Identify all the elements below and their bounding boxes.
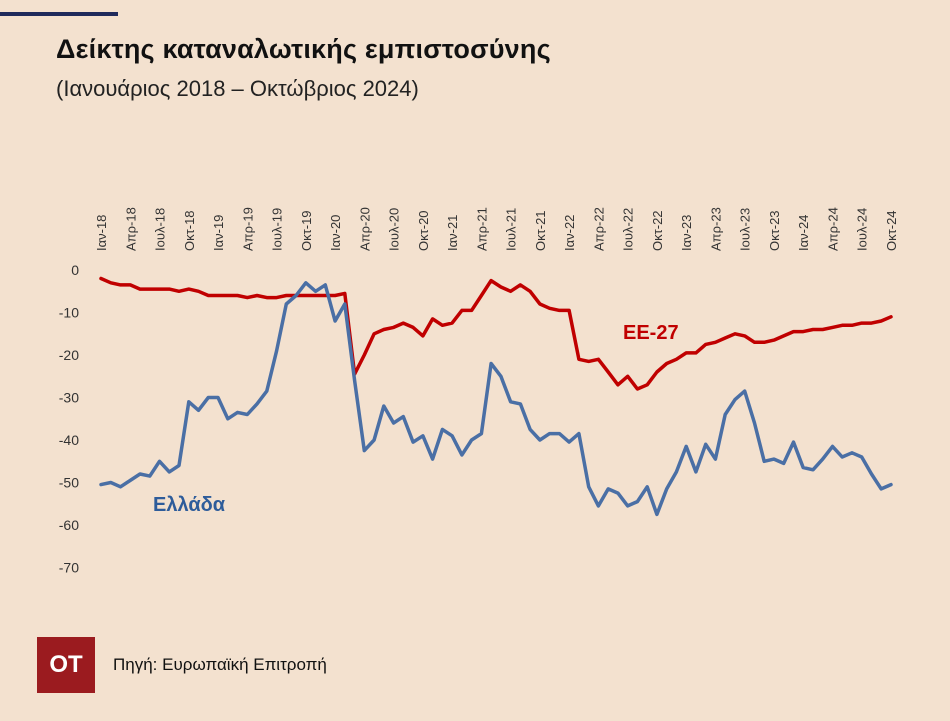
y-tick-label: -50 <box>59 475 79 491</box>
x-tick-label: Απρ-24 <box>825 207 840 251</box>
x-tick-label: Απρ-19 <box>240 207 255 251</box>
x-tick-label: Ιαν-19 <box>211 215 226 251</box>
series-line-greece <box>99 281 893 517</box>
source-note: Πηγή: Ευρωπαϊκή Επιτροπή <box>113 655 327 674</box>
series-label-greece: Ελλάδα <box>153 494 226 516</box>
x-tick-label: Ιαν-20 <box>328 215 343 251</box>
x-tick-label: Ιαν-22 <box>562 215 577 251</box>
x-tick-label: Ιουλ-21 <box>504 208 519 251</box>
y-tick-label: 0 <box>71 262 79 278</box>
series-label-eu27: ΕΕ-27 <box>623 322 679 344</box>
x-tick-label: Ιουλ-20 <box>387 208 402 251</box>
ot-logo: ΟΤ <box>37 637 95 693</box>
x-tick-label: Απρ-20 <box>357 207 372 251</box>
x-tick-label: Ιουλ-24 <box>855 208 870 251</box>
x-tick-label: Απρ-22 <box>591 207 606 251</box>
x-tick-label: Ιαν-23 <box>679 215 694 251</box>
top-accent-rule <box>0 12 118 16</box>
x-tick-label: Οκτ-22 <box>650 210 665 251</box>
footer: ΟΤ Πηγή: Ευρωπαϊκή Επιτροπή <box>37 637 327 693</box>
x-tick-label: Οκτ-21 <box>533 210 548 251</box>
x-tick-label: Ιουλ-22 <box>621 208 636 251</box>
x-tick-label: Ιαν-24 <box>796 215 811 251</box>
chart-subtitle: (Ιανουάριος 2018 – Οκτώβριος 2024) <box>56 76 419 101</box>
x-tick-label: Ιαν-21 <box>445 215 460 251</box>
x-tick-label: Ιαν-18 <box>94 215 109 251</box>
x-tick-label: Ιουλ-18 <box>153 208 168 251</box>
y-tick-label: -30 <box>59 390 79 406</box>
x-tick-label: Απρ-21 <box>474 207 489 251</box>
y-tick-label: -60 <box>59 517 79 533</box>
x-tick-label: Οκτ-23 <box>767 210 782 251</box>
x-tick-label: Οκτ-20 <box>416 210 431 251</box>
y-tick-label: -70 <box>59 560 79 576</box>
x-tick-label: Οκτ-24 <box>884 210 899 251</box>
y-tick-label: -10 <box>59 305 79 321</box>
x-tick-label: Ιουλ-23 <box>738 208 753 251</box>
x-tick-label: Απρ-18 <box>123 207 138 251</box>
x-tick-label: Οκτ-19 <box>299 210 314 251</box>
series-line-eu27 <box>99 276 893 391</box>
x-tick-label: Ιουλ-19 <box>270 208 285 251</box>
x-tick-label: Οκτ-18 <box>182 210 197 251</box>
y-tick-label: -40 <box>59 432 79 448</box>
chart-title: Δείκτης καταναλωτικής εμπιστοσύνης <box>56 34 551 64</box>
x-tick-label: Απρ-23 <box>708 207 723 251</box>
y-tick-label: -20 <box>59 347 79 363</box>
